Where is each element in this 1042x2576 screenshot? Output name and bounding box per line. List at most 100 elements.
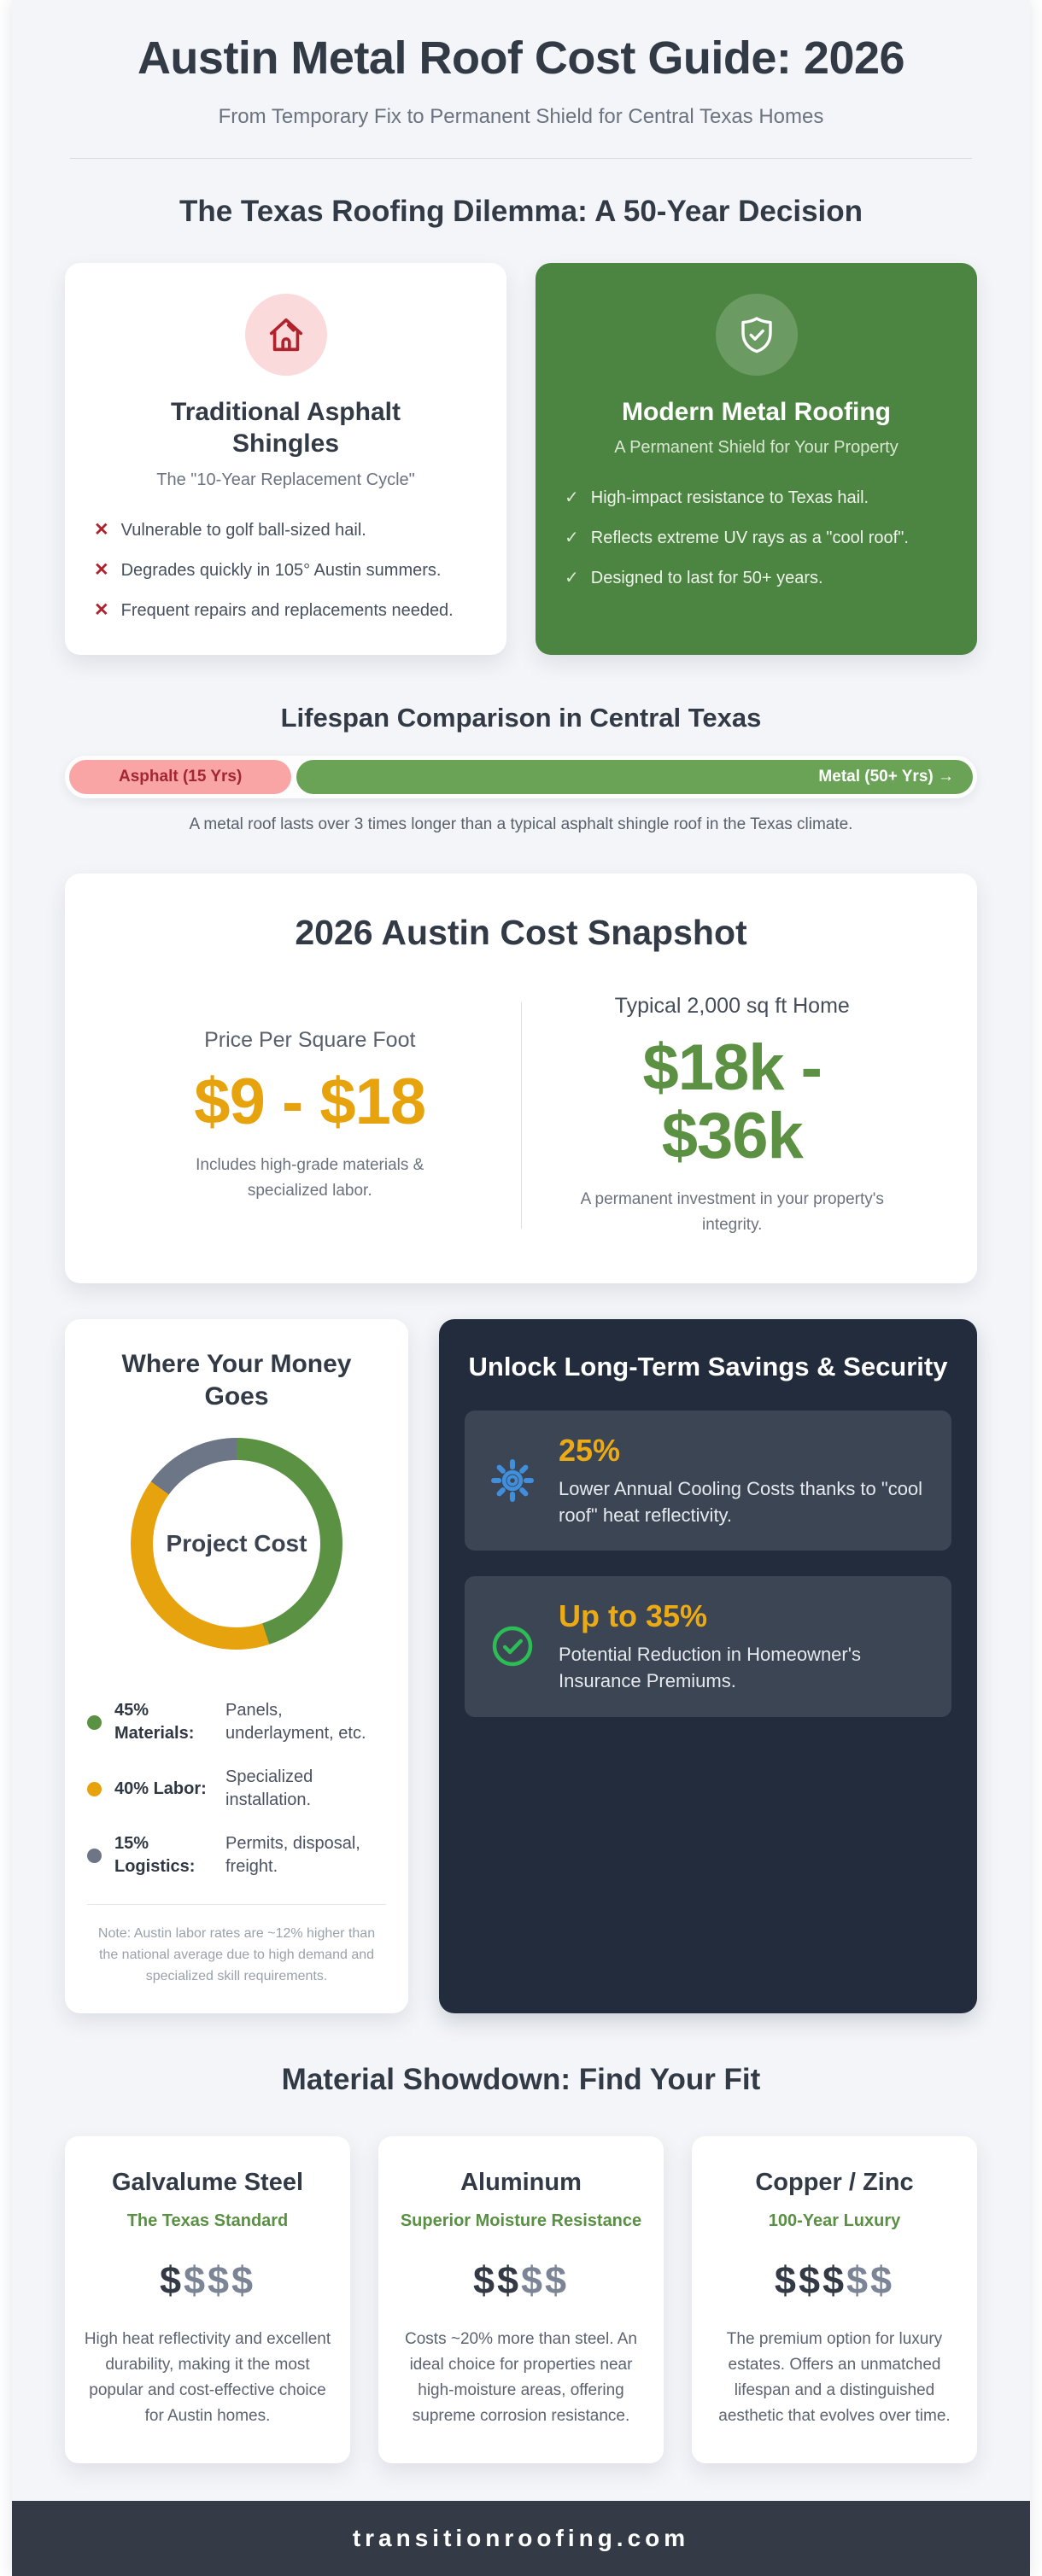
cooling-savings-desc: Lower Annual Cooling Costs thanks to "co… — [559, 1477, 923, 1526]
sun-icon — [489, 1457, 536, 1504]
copper-zinc-card: Copper / Zinc 100-Year Luxury $$$$$ The … — [692, 2135, 977, 2464]
per-sqft-column: Price Per Square Foot $9 - $18 Includes … — [99, 1028, 521, 1204]
list-item: ✕ Frequent repairs and replacements need… — [94, 599, 477, 621]
con-text: Degrades quickly in 105° Austin summers. — [120, 560, 442, 580]
header-divider — [70, 157, 972, 159]
labor-rate-note: Note: Austin labor rates are ~12% higher… — [87, 1904, 386, 1987]
cost-snapshot-title: 2026 Austin Cost Snapshot — [295, 912, 747, 952]
labor-dot-icon — [87, 1781, 102, 1796]
material-title: Copper / Zinc — [755, 2168, 914, 2196]
legend-desc: Permits, disposal, freight. — [225, 1834, 360, 1877]
cost-snapshot-card: 2026 Austin Cost Snapshot Price Per Squa… — [65, 873, 977, 1284]
lifespan-bar-asphalt: Asphalt (15 Yrs) — [69, 759, 292, 794]
galvalume-card: Galvalume Steel The Texas Standard $$$$ … — [65, 2135, 350, 2464]
footer-domain: transitionroofing.com — [352, 2525, 690, 2552]
list-item: ✕ Degrades quickly in 105° Austin summer… — [94, 559, 477, 581]
legend-desc: Specialized installation. — [225, 1767, 313, 1810]
aluminum-card: Aluminum Superior Moisture Resistance $$… — [378, 2135, 664, 2464]
asphalt-title: Traditional Asphalt Shingles — [171, 397, 401, 459]
donut-center-label: Project Cost — [166, 1530, 307, 1557]
pro-text: Reflects extreme UV rays as a "cool roof… — [590, 529, 909, 548]
per-home-caption: A permanent investment in your property'… — [580, 1190, 884, 1234]
lifespan-bar-metal: Metal (50+ Yrs) → — [296, 759, 973, 794]
cross-icon: ✕ — [94, 599, 109, 620]
asphalt-icon-circle — [244, 293, 327, 376]
per-sqft-value: $9 - $18 — [194, 1065, 426, 1138]
materials-dot-icon — [87, 1714, 102, 1730]
shield-check-icon — [736, 314, 777, 355]
con-text: Vulnerable to golf ball-sized hail. — [120, 520, 366, 540]
metal-icon-circle — [715, 293, 798, 376]
lifespan-bar-chart: Asphalt (15 Yrs) Metal (50+ Yrs) → — [65, 755, 977, 798]
material-desc: High heat reflectivity and excellent dur… — [84, 2330, 331, 2426]
cooling-savings-panel: 25% Lower Annual Cooling Costs thanks to… — [465, 1410, 951, 1551]
cross-icon: ✕ — [94, 559, 109, 580]
circle-check-icon — [489, 1622, 536, 1670]
insurance-savings-panel: Up to 35% Potential Reduction in Homeown… — [465, 1576, 951, 1717]
per-sqft-caption: Includes high-grade materials & speciali… — [196, 1156, 424, 1200]
list-item: ✓ Designed to last for 50+ years. — [565, 567, 948, 588]
insurance-savings-stat: Up to 35% — [559, 1598, 708, 1634]
material-desc: Costs ~20% more than steel. An ideal cho… — [405, 2330, 637, 2426]
legend-label: 15% Logistics: — [114, 1834, 196, 1877]
material-title: Aluminum — [460, 2168, 582, 2196]
lifespan-heading: Lifespan Comparison in Central Texas — [280, 702, 762, 733]
savings-heading: Unlock Long-Term Savings & Security — [468, 1352, 948, 1382]
infographic-page: Austin Metal Roof Cost Guide: 2026 From … — [12, 0, 1030, 2576]
asphalt-con-list: ✕ Vulnerable to golf ball-sized hail. ✕ … — [94, 519, 477, 621]
check-icon: ✓ — [565, 488, 579, 508]
savings-card: Unlock Long-Term Savings & Security — [439, 1319, 977, 2013]
legend-desc: Panels, underlayment, etc. — [225, 1701, 366, 1744]
cost-breakdown-card: Where Your Money Goes Project Cost 45% M… — [65, 1319, 408, 2013]
metal-pro-list: ✓ High-impact resistance to Texas hail. … — [565, 487, 948, 588]
legend-label: 40% Labor: — [114, 1779, 207, 1798]
column-divider — [520, 1002, 522, 1230]
legend-row: 15% Logistics: Permits, disposal, freigh… — [87, 1832, 386, 1878]
metal-card: Modern Metal Roofing A Permanent Shield … — [536, 262, 977, 655]
cost-rating: $$$$ — [472, 2258, 570, 2303]
cooling-savings-text: 25% Lower Annual Cooling Costs thanks to… — [559, 1433, 928, 1528]
page-subtitle: From Temporary Fix to Permanent Shield f… — [218, 104, 824, 128]
check-icon: ✓ — [565, 529, 579, 548]
page-title: Austin Metal Roof Cost Guide: 2026 — [137, 32, 905, 84]
insurance-savings-text: Up to 35% Potential Reduction in Homeown… — [559, 1598, 928, 1694]
insurance-savings-desc: Potential Reduction in Homeowner's Insur… — [559, 1644, 861, 1692]
material-tagline: The Texas Standard — [126, 2211, 289, 2231]
cooling-savings-stat: 25% — [559, 1432, 621, 1468]
lifespan-caption: A metal roof lasts over 3 times longer t… — [189, 815, 853, 833]
cost-rating: $$$$$ — [774, 2258, 895, 2303]
legend-row: 45% Materials: Panels, underlayment, etc… — [87, 1699, 386, 1745]
dilemma-cards: Traditional Asphalt Shingles The "10-Yea… — [65, 262, 977, 655]
pro-text: Designed to last for 50+ years. — [590, 569, 823, 588]
material-desc: The premium option for luxury estates. O… — [718, 2330, 951, 2426]
money-row: Where Your Money Goes Project Cost 45% M… — [65, 1319, 977, 2013]
per-home-value: $18k - $36k — [642, 1031, 823, 1172]
list-item: ✓ Reflects extreme UV rays as a "cool ro… — [565, 527, 948, 548]
material-title: Galvalume Steel — [111, 2168, 304, 2196]
asphalt-subtitle: The "10-Year Replacement Cycle" — [156, 470, 415, 489]
donut-chart-wrap: Project Cost — [131, 1438, 342, 1650]
con-text: Frequent repairs and replacements needed… — [120, 600, 454, 620]
cross-icon: ✕ — [94, 519, 109, 540]
footer-bar: transitionroofing.com — [12, 2501, 1030, 2576]
cost-rating: $$$$ — [159, 2258, 256, 2303]
donut-chart — [131, 1438, 342, 1650]
cost-snapshot-columns: Price Per Square Foot $9 - $18 Includes … — [99, 994, 943, 1237]
page-content: Austin Metal Roof Cost Guide: 2026 From … — [12, 0, 1030, 2464]
check-icon: ✓ — [565, 569, 579, 588]
logistics-dot-icon — [87, 1848, 102, 1863]
dilemma-heading: The Texas Roofing Dilemma: A 50-Year Dec… — [179, 194, 863, 228]
materials-heading: Material Showdown: Find Your Fit — [281, 2062, 761, 2096]
per-sqft-label: Price Per Square Foot — [204, 1027, 416, 1052]
material-tagline: 100-Year Luxury — [768, 2211, 901, 2231]
list-item: ✓ High-impact resistance to Texas hail. — [565, 487, 948, 508]
list-item: ✕ Vulnerable to golf ball-sized hail. — [94, 519, 477, 540]
asphalt-card: Traditional Asphalt Shingles The "10-Yea… — [65, 262, 506, 655]
donut-legend: 45% Materials: Panels, underlayment, etc… — [87, 1679, 386, 1878]
metal-subtitle: A Permanent Shield for Your Property — [614, 438, 899, 458]
material-tagline: Superior Moisture Resistance — [400, 2211, 642, 2231]
per-home-label: Typical 2,000 sq ft Home — [614, 993, 850, 1018]
pro-text: High-impact resistance to Texas hail. — [590, 488, 869, 508]
per-home-column: Typical 2,000 sq ft Home $18k - $36k A p… — [522, 994, 944, 1237]
legend-label: 45% Materials: — [114, 1701, 195, 1744]
